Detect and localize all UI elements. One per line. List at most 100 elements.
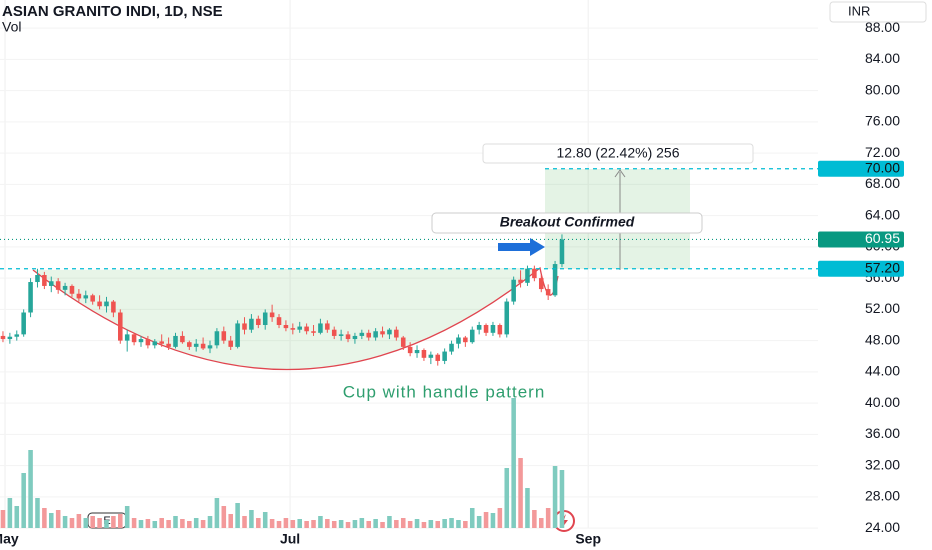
volume-bar bbox=[90, 516, 95, 528]
candle-body bbox=[400, 337, 406, 347]
volume-bar bbox=[380, 522, 385, 528]
volume-bar bbox=[449, 518, 454, 528]
volume-bar bbox=[35, 498, 40, 528]
volume-bar bbox=[552, 466, 558, 528]
volume-bar bbox=[138, 520, 144, 528]
currency-box bbox=[829, 1, 927, 23]
candle-body bbox=[511, 279, 516, 302]
y-tick-label: 32.00 bbox=[865, 456, 900, 472]
candle-body bbox=[138, 339, 144, 343]
measure-box-label bbox=[482, 143, 754, 164]
y-tick-label: 44.00 bbox=[865, 363, 900, 379]
candle-body bbox=[421, 350, 427, 358]
volume-bar bbox=[262, 512, 268, 528]
candle-body bbox=[380, 331, 385, 335]
volume-bar bbox=[62, 516, 68, 528]
currency: INR bbox=[848, 3, 870, 18]
candle-body bbox=[325, 323, 330, 330]
candle-body bbox=[359, 332, 365, 336]
volume-bar bbox=[428, 520, 434, 528]
candle-body bbox=[249, 318, 254, 330]
volume-bar bbox=[104, 520, 109, 528]
volume-bar bbox=[152, 521, 158, 528]
candle-body bbox=[366, 332, 372, 338]
volume-bar bbox=[518, 458, 523, 528]
candle-body bbox=[118, 312, 123, 341]
volume-bar bbox=[338, 520, 344, 528]
volume-bar bbox=[7, 498, 13, 528]
volume-bar bbox=[311, 520, 316, 528]
candle-body bbox=[76, 293, 82, 299]
y-tick-label: 84.00 bbox=[865, 50, 900, 66]
candle-body bbox=[0, 335, 6, 340]
volume-bar bbox=[145, 519, 151, 528]
y-tick-label: 48.00 bbox=[865, 331, 900, 347]
volume-bar bbox=[214, 498, 220, 528]
candle-body bbox=[297, 326, 302, 330]
price-tag bbox=[818, 231, 904, 248]
measure-label: 12.80 (22.42%) 256 bbox=[557, 145, 680, 161]
y-tick-label: 88.00 bbox=[865, 19, 900, 35]
candle-body bbox=[104, 301, 109, 307]
volume-bar bbox=[76, 514, 82, 528]
candle-body bbox=[387, 329, 392, 335]
candle-body bbox=[525, 268, 530, 283]
candle-body bbox=[256, 318, 261, 325]
volume-bar bbox=[42, 508, 47, 528]
candle-body bbox=[62, 285, 68, 290]
candle-body bbox=[200, 343, 206, 349]
volume-bar bbox=[173, 516, 178, 528]
volume-bar bbox=[187, 521, 192, 528]
volume-bar bbox=[373, 519, 378, 528]
measure-arrow bbox=[614, 169, 626, 178]
candle-body bbox=[552, 264, 558, 296]
volume-bar bbox=[476, 516, 482, 528]
candle-body bbox=[449, 343, 454, 352]
volume-bar bbox=[456, 520, 461, 528]
volume-label: Vol bbox=[2, 19, 21, 35]
x-tick-label: Sep bbox=[575, 531, 601, 547]
volume-bar bbox=[504, 468, 510, 528]
candle-body bbox=[83, 295, 89, 299]
volume-bar bbox=[304, 521, 309, 528]
volume-bar bbox=[387, 516, 392, 528]
candle-body bbox=[48, 281, 54, 286]
volume-bar bbox=[559, 470, 565, 528]
candle-body bbox=[497, 325, 503, 335]
volume-bar bbox=[28, 450, 33, 528]
candle-body bbox=[373, 331, 378, 338]
chart-title: ASIAN GRANITO INDI, 1D, NSE bbox=[2, 3, 223, 20]
volume-bar bbox=[318, 516, 323, 528]
y-tick-label: 40.00 bbox=[865, 394, 900, 410]
candle-body bbox=[145, 339, 151, 346]
volume-bar bbox=[435, 521, 441, 528]
volume-bar bbox=[421, 522, 427, 528]
volume-bar bbox=[325, 519, 330, 528]
candle-body bbox=[166, 343, 171, 347]
volume-bar bbox=[228, 514, 233, 528]
candle-body bbox=[559, 239, 565, 265]
volume-bar bbox=[545, 508, 551, 528]
volume-bar bbox=[469, 508, 475, 528]
candle-body bbox=[28, 282, 33, 313]
candle-body bbox=[414, 350, 420, 354]
price-tag-label: 57.20 bbox=[865, 259, 900, 275]
candle-body bbox=[214, 331, 220, 346]
candle-body bbox=[242, 323, 247, 330]
volume-bar bbox=[235, 503, 240, 528]
candle-body bbox=[352, 335, 358, 340]
candle-body bbox=[276, 317, 282, 325]
cup-fill bbox=[33, 268, 540, 370]
volume-bar bbox=[14, 506, 20, 528]
candle-body bbox=[490, 325, 496, 333]
candle-body bbox=[545, 289, 551, 296]
candle-body bbox=[21, 312, 26, 335]
candle-body bbox=[14, 334, 20, 337]
candle-body bbox=[428, 354, 434, 358]
volume-bar bbox=[290, 520, 296, 528]
candle-body bbox=[469, 329, 475, 343]
candle-body bbox=[42, 275, 47, 286]
candle-body bbox=[262, 312, 268, 325]
volume-bar bbox=[414, 519, 420, 528]
